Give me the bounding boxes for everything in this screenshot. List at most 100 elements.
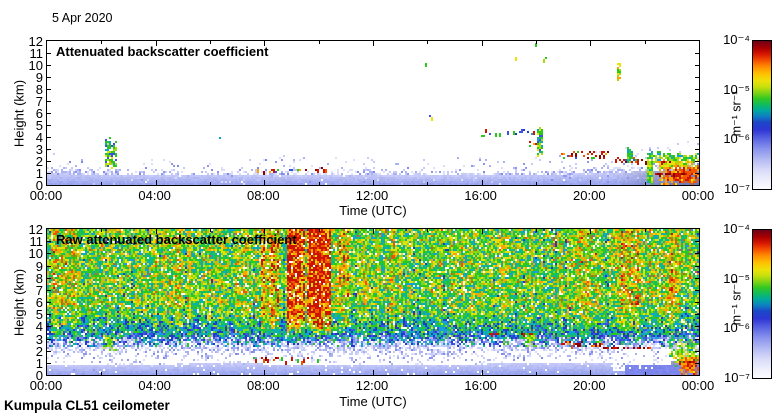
x-tick-label: 12:00 <box>355 188 389 203</box>
x-tick-label: 12:00 <box>355 378 389 393</box>
x-tick-mark <box>427 372 428 375</box>
x-tick-label: 16:00 <box>464 378 497 393</box>
y-tick-mark <box>47 173 51 174</box>
x-tick-mark <box>536 182 537 185</box>
x-tick-mark <box>156 41 157 46</box>
y-tick-label: 11 <box>29 234 44 250</box>
colorbar-tick-label: 10⁻⁷ <box>723 370 750 385</box>
y-tick-mark <box>695 173 699 174</box>
y-tick-mark <box>695 302 699 303</box>
y-tick-mark <box>695 77 699 78</box>
y-tick-mark <box>47 266 51 267</box>
y-tick-label: 5 <box>35 307 43 323</box>
x-tick-mark <box>590 41 591 46</box>
y-tick-mark <box>695 241 699 242</box>
y-tick-mark <box>47 253 51 254</box>
x-tick-mark <box>373 180 374 185</box>
y-tick-mark <box>47 125 51 126</box>
y-tick-label: 0 <box>35 368 43 383</box>
y-tick-label: 0 <box>35 178 43 193</box>
y-tick-mark <box>47 101 51 102</box>
x-axis-label-bottom: Time (UTC) <box>339 394 407 409</box>
y-tick-mark <box>695 278 699 279</box>
attenuated-backscatter-heatmap <box>47 41 699 185</box>
x-tick-mark <box>319 229 320 232</box>
x-tick-label: 08:00 <box>247 188 280 203</box>
x-tick-mark <box>264 41 265 46</box>
x-tick-mark <box>156 180 157 185</box>
x-tick-mark <box>427 41 428 44</box>
x-tick-mark <box>373 41 374 46</box>
colorbar-tick-label: 10⁻⁴ <box>723 221 750 236</box>
x-tick-mark <box>590 370 591 375</box>
panel-title-attenuated: Attenuated backscatter coefficient <box>56 44 269 59</box>
x-tick-mark <box>373 229 374 234</box>
y-tick-label: 12 <box>28 222 43 237</box>
x-tick-mark <box>210 182 211 185</box>
y-tick-mark <box>695 161 699 162</box>
y-tick-mark <box>695 339 699 340</box>
x-tick-mark <box>645 182 646 185</box>
y-tick-mark <box>695 113 699 114</box>
x-tick-mark <box>645 41 646 44</box>
x-tick-mark <box>101 229 102 232</box>
x-tick-mark <box>210 41 211 44</box>
x-tick-label: 20:00 <box>573 188 606 203</box>
y-tick-mark <box>695 314 699 315</box>
x-tick-label: 08:00 <box>247 378 280 393</box>
y-tick-mark <box>47 278 51 279</box>
y-tick-label: 6 <box>35 106 43 121</box>
x-tick-mark <box>536 229 537 232</box>
y-tick-label: 12 <box>28 34 43 49</box>
y-tick-mark <box>47 53 51 54</box>
raw-attenuated-backscatter-heatmap <box>47 229 699 375</box>
y-tick-mark <box>47 290 51 291</box>
colorbar-tick-label: 10⁻⁴ <box>723 32 750 47</box>
panel-attenuated-backscatter: Attenuated backscatter coefficient <box>46 40 700 186</box>
x-tick-mark <box>210 372 211 375</box>
colorbar-tick-label: 10⁻⁶ <box>723 320 750 336</box>
colorbar-tick-label: 10⁻⁵ <box>723 270 750 286</box>
y-tick-mark <box>695 65 699 66</box>
x-tick-mark <box>101 41 102 44</box>
colorbar-unit-top: m⁻¹ sr⁻¹ <box>729 90 744 137</box>
x-tick-label: 00:00 <box>681 188 715 203</box>
y-tick-mark <box>695 89 699 90</box>
x-tick-mark <box>645 229 646 232</box>
y-tick-mark <box>47 65 51 66</box>
x-tick-mark <box>156 370 157 375</box>
colorbar-top <box>752 40 772 190</box>
instrument-label: Kumpula CL51 ceilometer <box>4 398 170 413</box>
date-label: 5 Apr 2020 <box>52 11 113 25</box>
x-tick-mark <box>590 229 591 234</box>
y-tick-mark <box>695 290 699 291</box>
y-tick-label: 5 <box>35 118 43 133</box>
x-tick-mark <box>210 229 211 232</box>
y-tick-label: 9 <box>35 258 43 274</box>
x-tick-mark <box>264 180 265 185</box>
y-tick-mark <box>47 89 51 90</box>
panel-raw-attenuated-backscatter: Raw attenuated backscatter coefficient <box>46 228 700 376</box>
y-tick-mark <box>695 101 699 102</box>
x-tick-mark <box>319 182 320 185</box>
y-tick-label: 6 <box>35 295 43 310</box>
y-tick-label: 10 <box>28 246 43 262</box>
x-tick-label: 00:00 <box>29 188 63 203</box>
y-tick-mark <box>47 137 51 138</box>
y-tick-label: 8 <box>35 82 43 97</box>
y-tick-mark <box>47 314 51 315</box>
y-tick-mark <box>695 125 699 126</box>
y-tick-label: 4 <box>35 319 43 335</box>
y-tick-label: 1 <box>35 166 43 181</box>
colorbar-tick-label: 10⁻⁵ <box>723 81 750 97</box>
x-tick-mark <box>482 229 483 234</box>
y-tick-label: 7 <box>35 94 43 109</box>
y-tick-label: 10 <box>28 58 43 73</box>
y-tick-mark <box>47 363 51 364</box>
y-tick-mark <box>47 149 51 150</box>
x-tick-label: 16:00 <box>464 188 497 203</box>
y-tick-mark <box>47 241 51 242</box>
y-tick-label: 3 <box>35 331 43 347</box>
x-tick-mark <box>590 180 591 185</box>
y-tick-mark <box>695 137 699 138</box>
